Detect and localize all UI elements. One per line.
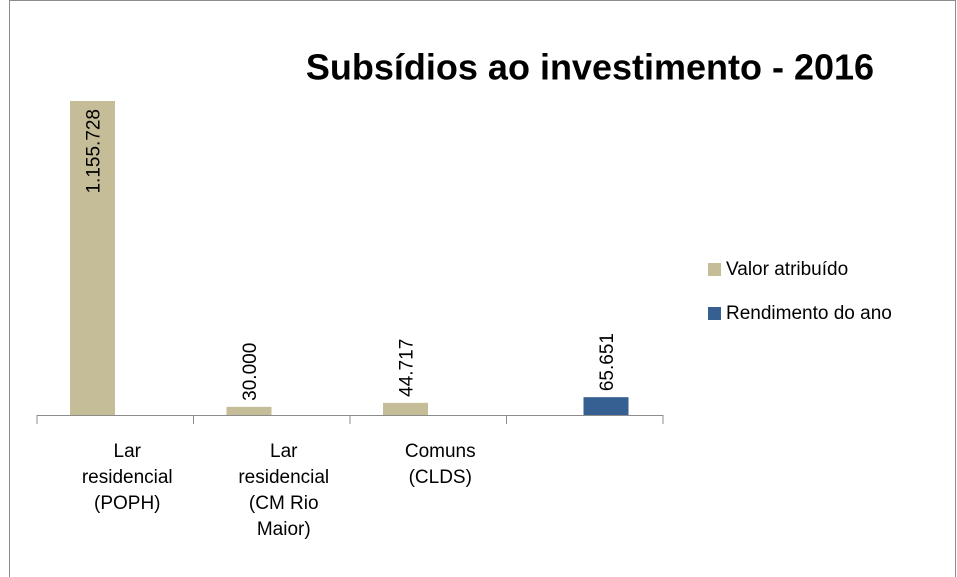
x-tick-label: Lar residencial (POPH) [82,441,173,514]
legend-swatch [708,263,721,276]
legend-label: Rendimento do ano [726,303,892,324]
x-tick-label: Lar residencial (CM Rio Maior) [238,441,329,540]
x-tick-label-line: residencial [238,467,329,488]
data-label: 30.000 [240,343,261,401]
x-tick-label-line: Maior) [257,519,311,540]
x-tick-label: Comuns (CLDS) [405,441,476,488]
x-tick-label-line: Lar [114,441,142,462]
x-tick-label-line: (CM Rio [249,493,319,514]
bar [70,101,115,415]
data-label: 44.717 [397,339,418,397]
bar [583,397,629,415]
bar [383,402,428,415]
bar [226,406,272,415]
x-tick-label-line: (POPH) [94,493,161,514]
data-label: 65.651 [597,333,618,391]
data-label: 1.155.728 [84,109,105,194]
x-tick-label-line: residencial [82,467,173,488]
chart-title: Subsídios ao investimento - 2016 [306,47,874,88]
x-tick-label-line: Comuns [405,441,476,462]
x-tick-label-line: (CLDS) [409,467,472,488]
legend-label: Valor atribuído [726,259,848,280]
chart-frame [9,0,956,577]
x-tick-label-line: Lar [270,441,298,462]
legend-swatch [708,307,721,320]
